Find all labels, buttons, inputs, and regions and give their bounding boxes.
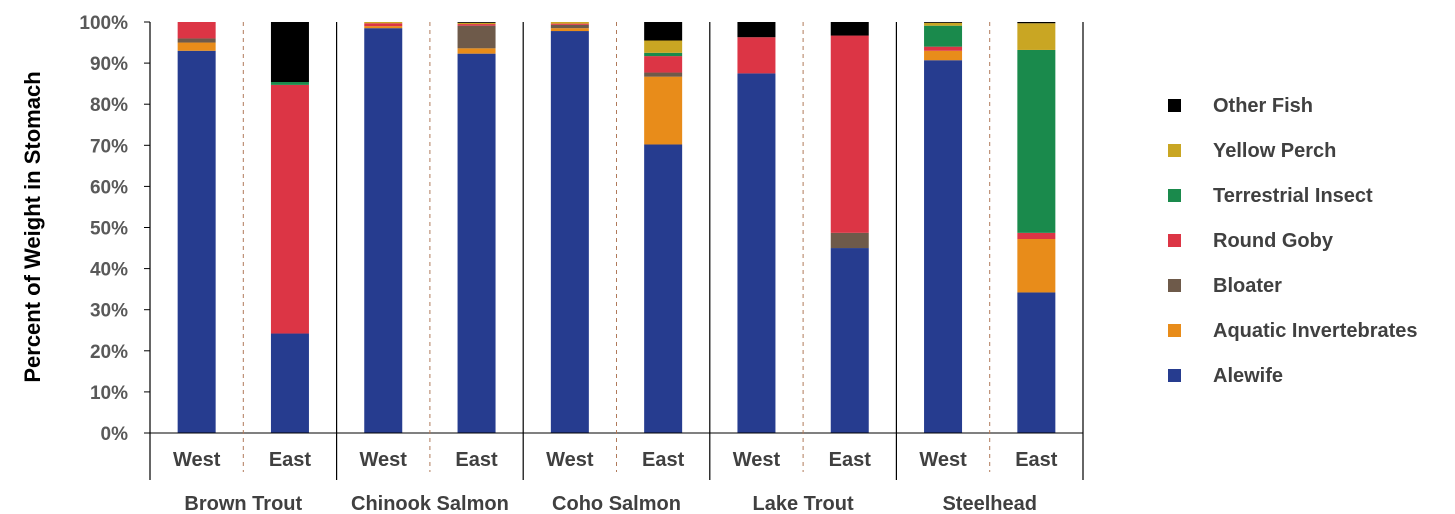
x-group-label: Coho Salmon [552, 493, 681, 514]
legend-label: Other Fish [1213, 95, 1313, 117]
y-tick-label: 20% [90, 342, 128, 363]
legend-swatch [1168, 234, 1181, 247]
legend-label: Aquatic Invertebrates [1213, 320, 1418, 342]
bar-segment-alewife [177, 50, 216, 434]
bar-segment-round-goby [457, 24, 496, 26]
x-category-label: West [546, 449, 594, 471]
bar-segment-bloater [830, 232, 869, 249]
bar-segment-alewife [830, 248, 869, 433]
legend-swatch [1168, 99, 1181, 112]
x-category-label: East [642, 449, 685, 471]
x-category-label: East [455, 449, 498, 471]
legend-swatch [1168, 144, 1181, 157]
y-tick-label: 40% [90, 260, 128, 281]
y-tick-label: 60% [90, 177, 128, 198]
bar-segment-alewife [737, 73, 776, 434]
bar-segment-alewife [364, 28, 403, 433]
bar-segment-bloater [550, 24, 589, 29]
legend-label: Yellow Perch [1213, 140, 1336, 162]
bar-segment-other-fish [457, 22, 496, 23]
bar-segment-round-goby [737, 37, 776, 74]
bar-segment-yellow-perch [1017, 23, 1056, 50]
bar-segment-aquatic-invertebrates [1017, 239, 1056, 293]
y-tick-label: 50% [90, 219, 128, 240]
bar-segment-aquatic-invertebrates [644, 76, 683, 145]
bar-segment-round-goby [1017, 232, 1056, 239]
bar-segment-alewife [270, 333, 309, 433]
x-category-label: West [360, 449, 408, 471]
axes: 0% 10% 20% 30% 40% 50% 60% 70% 80% 90% 100% West Eas… [79, 13, 1084, 514]
legend-swatch [1168, 279, 1181, 292]
x-category-label: West [733, 449, 781, 471]
bar-segment-aquatic-invertebrates [177, 42, 216, 51]
legend-label: Alewife [1213, 365, 1283, 387]
bar-segment-round-goby [924, 46, 963, 51]
bar-segment-other-fish [1017, 22, 1056, 24]
y-tick-label: 0% [101, 424, 129, 445]
bar-segment-alewife [457, 53, 496, 434]
bar-segment-round-goby [550, 23, 589, 25]
legend-label: Bloater [1213, 275, 1282, 297]
bar-segment-yellow-perch [364, 22, 403, 24]
legend-swatch [1168, 189, 1181, 202]
bar-segment-round-goby [364, 23, 403, 27]
x-category-label: East [269, 449, 312, 471]
bar-segment-terrestrial-insect [924, 25, 963, 47]
y-tick-label: 100% [79, 13, 128, 34]
y-axis-label: Percent of Weight in Stomach [20, 71, 45, 382]
y-tick-label: 90% [90, 54, 128, 75]
bar-segment-other-fish [644, 22, 683, 41]
bar-segment-alewife [924, 60, 963, 433]
x-group-label: Lake Trout [753, 493, 854, 514]
bar-segment-alewife [644, 144, 683, 434]
bar-segment-round-goby [830, 35, 869, 233]
bar-segment-round-goby [177, 22, 216, 39]
bar-segment-terrestrial-insect [644, 52, 683, 57]
bar-segment-yellow-perch [457, 22, 496, 25]
y-tick-label: 80% [90, 95, 128, 116]
bar-segment-aquatic-invertebrates [457, 48, 496, 54]
legend-swatch [1168, 369, 1181, 382]
legend-swatch [1168, 324, 1181, 337]
bar-segment-alewife [1017, 292, 1056, 433]
bar-segment-aquatic-invertebrates [924, 50, 963, 61]
bar-segment-aquatic-invertebrates [550, 28, 589, 32]
bar-segment-bloater [644, 72, 683, 77]
x-group-label: Chinook Salmon [351, 493, 509, 514]
bar-segment-aquatic-invertebrates [364, 26, 403, 29]
bar-segment-yellow-perch [644, 40, 683, 53]
y-tick-label: 70% [90, 136, 128, 157]
bar-segment-bloater [177, 38, 216, 43]
x-category-label: East [829, 449, 872, 471]
bar-segment-other-fish [270, 22, 309, 83]
bar-segment-terrestrial-insect [270, 82, 309, 85]
y-tick-label: 10% [90, 383, 128, 404]
legend-label: Terrestrial Insect [1213, 185, 1373, 207]
x-category-label: West [919, 449, 967, 471]
legend: Other Fish Yellow Perch Terrestrial Insect… [1168, 95, 1418, 387]
bar-segment-round-goby [644, 56, 683, 73]
bar-segment-yellow-perch [924, 22, 963, 26]
bar-segment-round-goby [270, 84, 309, 334]
bar-segment-bloater [457, 25, 496, 49]
bar-segment-other-fish [737, 22, 776, 38]
bar-segment-alewife [550, 31, 589, 433]
plot-area [177, 22, 1056, 434]
x-category-label: East [1015, 449, 1058, 471]
x-category-label: West [173, 449, 221, 471]
bar-segment-yellow-perch [550, 22, 589, 24]
x-group-label: Steelhead [942, 493, 1036, 514]
bar-segment-other-fish [924, 22, 963, 23]
bar-segment-terrestrial-insect [1017, 49, 1056, 233]
bar-segment-other-fish [830, 22, 869, 36]
legend-label: Round Goby [1213, 230, 1334, 252]
x-group-label: Brown Trout [184, 493, 302, 514]
y-tick-label: 30% [90, 301, 128, 322]
